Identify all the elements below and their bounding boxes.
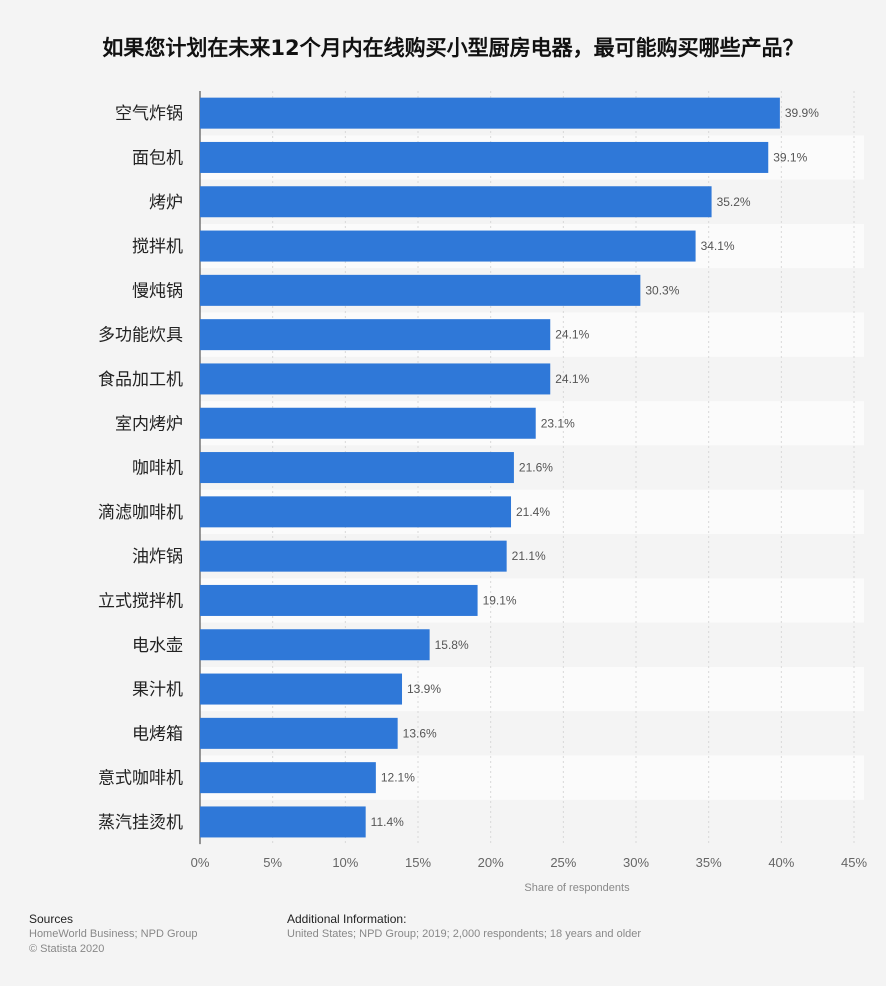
data-label: 15.8% xyxy=(435,638,469,652)
data-label: 11.4% xyxy=(371,815,404,829)
category-label: 面包机 xyxy=(132,148,183,168)
category-label: 电水壶 xyxy=(132,636,183,656)
bar xyxy=(200,806,366,838)
bar xyxy=(200,141,769,173)
data-label: 12.1% xyxy=(381,771,415,785)
category-label: 空气炸锅 xyxy=(115,104,183,124)
bar xyxy=(200,629,430,661)
bar-chart: 0% 5% 10% 15% 20% 25% 30% 35% 40% 45% 空气炸锅 39.9% 面包机… xyxy=(98,91,867,894)
x-tick-label: 0% xyxy=(191,855,210,870)
category-label: 意式咖啡机 xyxy=(98,769,183,789)
category-label: 果汁机 xyxy=(132,680,183,700)
copyright: © Statista 2020 xyxy=(29,943,105,955)
x-axis-title: Share of respondents xyxy=(524,882,630,894)
data-label: 21.1% xyxy=(512,549,546,563)
category-label: 食品加工机 xyxy=(98,370,183,390)
x-tick-label: 30% xyxy=(623,855,649,870)
category-label: 多功能炊具 xyxy=(98,326,183,346)
data-label: 13.9% xyxy=(407,682,441,696)
bar xyxy=(200,186,712,218)
chart-title: 如果您计划在未来12个月内在线购买小型厨房电器，最可能购买哪些产品？ xyxy=(102,36,804,60)
category-label: 咖啡机 xyxy=(132,459,183,479)
category-label: 蒸汽挂烫机 xyxy=(98,813,183,833)
category-label: 慢炖锅 xyxy=(132,280,183,301)
category-label: 搅拌机 xyxy=(132,237,183,257)
bar xyxy=(200,717,398,749)
data-label: 19.1% xyxy=(483,593,517,607)
category-label: 室内烤炉 xyxy=(115,414,183,434)
bar xyxy=(200,496,512,528)
data-label: 39.1% xyxy=(773,150,807,164)
x-tick-label: 40% xyxy=(768,855,794,870)
bar xyxy=(200,319,551,351)
bar xyxy=(200,584,478,616)
sources-block: Sources HomeWorld Business; NPD Group © … xyxy=(29,912,198,957)
data-label: 24.1% xyxy=(555,328,589,342)
data-label: 23.1% xyxy=(541,416,575,430)
data-label: 34.1% xyxy=(701,239,735,253)
bar xyxy=(200,540,507,572)
additional-info-block: Additional Information: United States; N… xyxy=(287,912,641,942)
x-tick-label: 20% xyxy=(478,855,504,870)
x-tick-label: 10% xyxy=(332,855,358,870)
info-text: United States; NPD Group; 2019; 2,000 re… xyxy=(287,928,642,940)
category-label: 滴滤咖啡机 xyxy=(98,503,183,523)
data-label: 39.9% xyxy=(785,106,819,120)
x-tick-label: 5% xyxy=(263,855,282,870)
data-label: 21.4% xyxy=(516,505,550,519)
category-label: 电烤箱 xyxy=(132,724,183,744)
data-label: 24.1% xyxy=(555,372,589,386)
bar xyxy=(200,97,780,129)
category-label: 烤炉 xyxy=(149,193,183,213)
x-tick-label: 45% xyxy=(841,855,867,870)
bar xyxy=(200,230,696,262)
bar xyxy=(200,673,403,705)
sources-text[interactable]: HomeWorld Business; NPD Group xyxy=(29,928,198,940)
sources-title: Sources xyxy=(29,912,74,926)
bar xyxy=(200,407,536,439)
bar xyxy=(200,452,514,484)
data-label: 21.6% xyxy=(519,461,553,475)
x-tick-label: 15% xyxy=(405,855,431,870)
data-label: 35.2% xyxy=(717,195,751,209)
bar xyxy=(200,274,641,306)
bar xyxy=(200,363,551,395)
info-title: Additional Information: xyxy=(287,912,407,926)
x-tick-label: 35% xyxy=(696,855,722,870)
x-tick-label: 25% xyxy=(550,855,576,870)
data-label: 13.6% xyxy=(403,726,437,740)
bar xyxy=(200,762,376,794)
category-label: 油炸锅 xyxy=(132,547,183,567)
data-label: 30.3% xyxy=(645,283,679,297)
category-label: 立式搅拌机 xyxy=(98,591,183,611)
